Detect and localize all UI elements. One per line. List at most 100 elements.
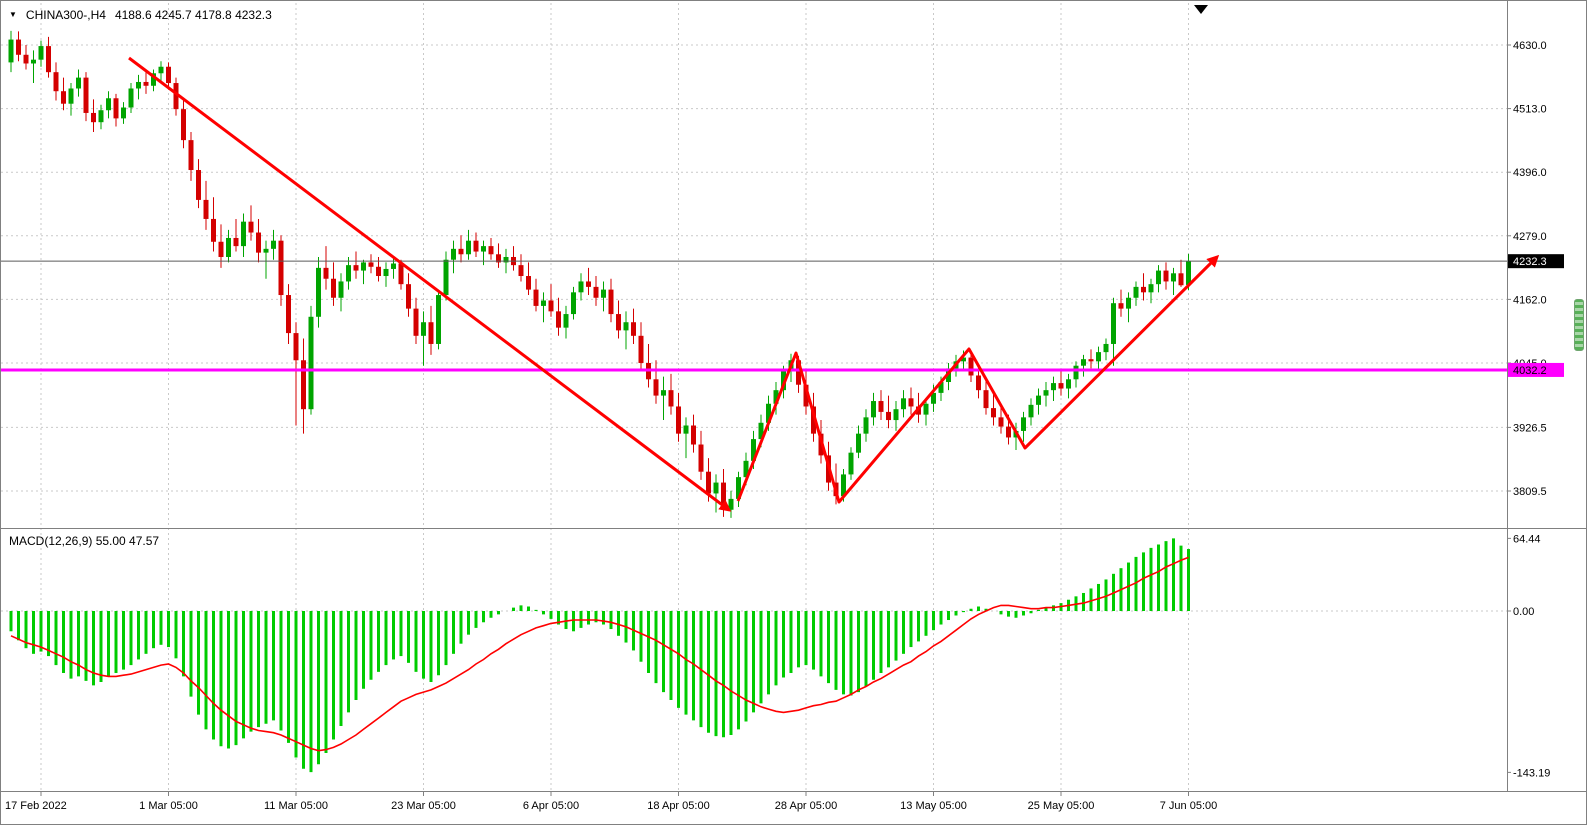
candle <box>98 104 104 130</box>
time-axis-label: 18 Apr 05:00 <box>647 800 709 812</box>
candle-body <box>443 259 449 296</box>
candle <box>293 322 299 426</box>
candle-body <box>308 316 314 410</box>
candle-body <box>743 460 749 478</box>
candle-body <box>938 382 944 393</box>
candle <box>713 474 719 513</box>
candle <box>263 240 269 279</box>
candle-body <box>758 422 764 440</box>
price-axis-label: 4396.0 <box>1513 167 1547 179</box>
time-axis-label: 28 Apr 05:00 <box>775 800 837 812</box>
candle-body <box>563 314 569 328</box>
trend-arrow[interactable] <box>736 254 1220 504</box>
candle-body <box>181 109 186 141</box>
candle-body <box>218 241 224 257</box>
macd-axis-label: -143.19 <box>1513 767 1550 779</box>
candle <box>1126 292 1131 323</box>
candle <box>1118 289 1124 317</box>
time-axis-label: 25 May 05:00 <box>1028 800 1095 812</box>
candle-body <box>908 398 914 407</box>
candle <box>421 311 426 366</box>
macd-axis-label: 64.44 <box>1513 533 1541 545</box>
candle-body <box>166 66 171 84</box>
candle-body <box>1133 286 1139 298</box>
candle-body <box>691 425 696 445</box>
candle-body <box>878 401 884 412</box>
candle <box>76 69 81 97</box>
candle <box>368 254 374 274</box>
candle-body <box>436 295 441 344</box>
candle-body <box>368 262 374 267</box>
candle-body <box>346 265 351 282</box>
candle-body <box>556 311 561 328</box>
candle-body <box>616 314 621 331</box>
candle <box>316 256 321 328</box>
candle-body <box>226 237 231 257</box>
candle <box>38 40 44 67</box>
candle <box>443 251 449 301</box>
candle-body <box>68 88 74 104</box>
candle-body <box>488 246 494 255</box>
symbol-period-label: CHINA300-,H4 <box>25 8 106 22</box>
candle <box>496 243 501 268</box>
candle-body <box>601 289 606 298</box>
candle-body <box>1096 352 1101 362</box>
badges-layer: 4232.3 4032.2 <box>1508 254 1564 377</box>
candle-body <box>668 390 674 407</box>
candle <box>586 267 591 296</box>
candle <box>593 276 599 306</box>
candle-body <box>398 263 404 285</box>
candle-body <box>338 281 344 298</box>
candle <box>428 305 434 355</box>
time-axis-label: 1 Mar 05:00 <box>139 800 198 812</box>
candle-body <box>458 248 464 255</box>
candle-body <box>1028 404 1034 418</box>
right-scrollbar-thumb[interactable] <box>1574 299 1584 351</box>
chart-shift-marker-icon[interactable] <box>1194 5 1208 14</box>
candle <box>383 262 389 287</box>
candle <box>53 62 59 101</box>
candle <box>188 131 194 181</box>
candle <box>691 414 696 453</box>
candle-body <box>421 322 426 336</box>
candle-body <box>796 360 801 385</box>
candle-body <box>901 398 906 410</box>
current-price-badge <box>1508 254 1564 269</box>
candle <box>271 229 276 260</box>
candle-body <box>1126 297 1131 309</box>
candle-body <box>1103 343 1109 353</box>
candle-body <box>698 444 704 472</box>
candle <box>376 256 381 282</box>
candle <box>166 62 171 90</box>
candle-body <box>893 409 899 421</box>
candle <box>661 376 666 421</box>
candle-body <box>466 240 471 255</box>
price-axis-label: 3926.5 <box>1513 422 1547 434</box>
price-axis-label: 3809.5 <box>1513 486 1547 498</box>
candle <box>533 278 539 312</box>
time-axis-label: 17 Feb 2022 <box>5 800 67 812</box>
candle-body <box>83 77 89 113</box>
candle <box>1088 349 1094 369</box>
candle <box>511 246 516 271</box>
candle <box>466 229 471 260</box>
candle <box>1103 338 1109 361</box>
candle-body <box>886 411 891 421</box>
candle-body <box>728 498 734 510</box>
candle <box>121 102 126 124</box>
one-click-expand-icon[interactable]: ▼ <box>9 10 17 19</box>
candle <box>1171 267 1176 296</box>
trend-arrow[interactable] <box>128 56 732 512</box>
candle <box>1163 262 1169 290</box>
candle <box>181 99 186 149</box>
candle-body <box>781 371 786 391</box>
candle <box>548 284 554 317</box>
candle-body <box>406 284 411 309</box>
borders-layer <box>1 1 1586 792</box>
candle-body <box>16 39 21 55</box>
candle <box>1073 361 1079 388</box>
candle-body <box>38 46 44 60</box>
candle-body <box>676 406 681 434</box>
candle-body <box>496 254 501 263</box>
